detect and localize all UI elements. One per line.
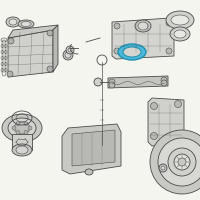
Polygon shape: [62, 124, 121, 174]
Ellipse shape: [94, 78, 102, 86]
Ellipse shape: [123, 47, 141, 57]
Ellipse shape: [178, 158, 186, 166]
Ellipse shape: [166, 11, 194, 29]
Ellipse shape: [47, 66, 53, 72]
Ellipse shape: [18, 20, 34, 28]
Polygon shape: [108, 76, 168, 88]
Ellipse shape: [118, 44, 146, 60]
Ellipse shape: [168, 148, 196, 176]
Ellipse shape: [12, 144, 32, 156]
Ellipse shape: [99, 144, 105, 150]
Ellipse shape: [138, 22, 148, 30]
Polygon shape: [53, 25, 58, 72]
Ellipse shape: [16, 130, 20, 134]
Ellipse shape: [47, 30, 53, 36]
Polygon shape: [112, 18, 174, 59]
Ellipse shape: [174, 100, 182, 108]
Ellipse shape: [16, 122, 20, 126]
Ellipse shape: [14, 122, 30, 134]
Ellipse shape: [109, 79, 115, 85]
Ellipse shape: [135, 20, 151, 32]
Polygon shape: [72, 130, 115, 166]
Ellipse shape: [68, 48, 72, 52]
Ellipse shape: [8, 38, 14, 44]
Ellipse shape: [170, 27, 190, 41]
Ellipse shape: [151, 132, 158, 140]
Ellipse shape: [114, 48, 120, 54]
Ellipse shape: [150, 130, 200, 194]
Ellipse shape: [7, 71, 13, 77]
Ellipse shape: [8, 118, 36, 138]
Ellipse shape: [12, 126, 16, 130]
Ellipse shape: [114, 23, 120, 29]
Ellipse shape: [24, 130, 28, 134]
Polygon shape: [8, 25, 58, 38]
Ellipse shape: [65, 52, 71, 58]
Ellipse shape: [109, 82, 115, 88]
Ellipse shape: [151, 102, 158, 110]
Ellipse shape: [161, 166, 165, 170]
Ellipse shape: [174, 154, 190, 170]
Ellipse shape: [166, 48, 172, 54]
Ellipse shape: [171, 15, 189, 25]
Ellipse shape: [161, 77, 167, 83]
Ellipse shape: [166, 20, 172, 26]
Ellipse shape: [159, 164, 167, 172]
Ellipse shape: [85, 169, 93, 175]
Ellipse shape: [16, 146, 28, 154]
Ellipse shape: [63, 50, 73, 60]
Ellipse shape: [174, 30, 186, 38]
Polygon shape: [8, 30, 53, 77]
Ellipse shape: [174, 132, 182, 140]
Ellipse shape: [21, 21, 31, 26]
Ellipse shape: [66, 46, 74, 54]
Polygon shape: [12, 134, 32, 150]
Ellipse shape: [9, 19, 17, 25]
Ellipse shape: [2, 114, 42, 142]
Ellipse shape: [6, 17, 20, 27]
Ellipse shape: [158, 138, 200, 186]
Ellipse shape: [24, 122, 28, 126]
Polygon shape: [148, 98, 184, 146]
Ellipse shape: [161, 80, 167, 86]
Ellipse shape: [28, 126, 32, 130]
